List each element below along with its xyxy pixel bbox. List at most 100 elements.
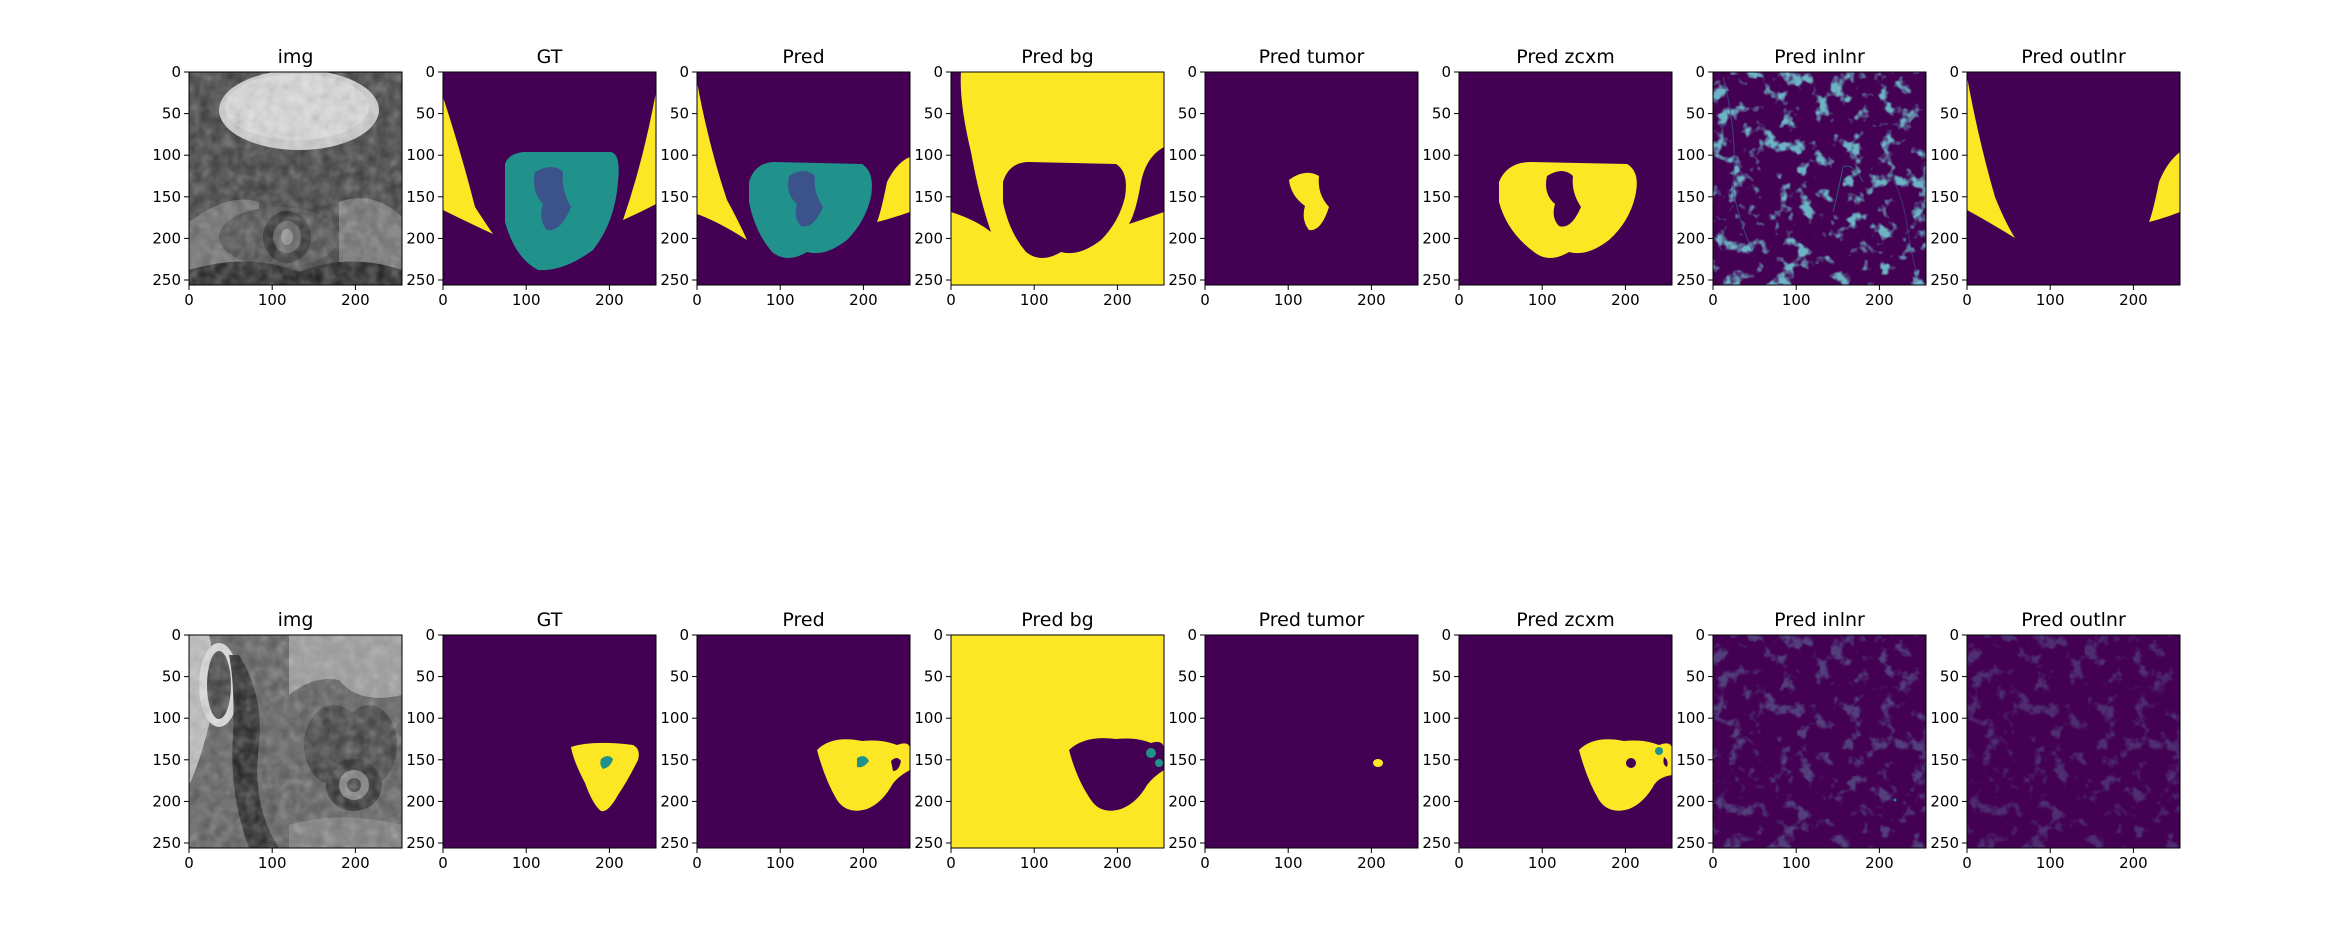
x-tick-label: 100 — [2036, 291, 2065, 309]
y-tick-label: 200 — [914, 229, 943, 247]
y-tick-label: 200 — [406, 229, 435, 247]
axes-frame — [1712, 634, 1927, 849]
x-tick-label: 100 — [1274, 854, 1303, 872]
y-tick-label: 250 — [1168, 271, 1197, 289]
y-tick-label: 50 — [924, 668, 943, 686]
y-tick-label: 250 — [1930, 271, 1959, 289]
panel-gt-row-2: GT 0 100 200 0 50 100 150 200 250 — [406, 609, 657, 872]
y-tick-label: 150 — [1422, 188, 1451, 206]
y-tick-label: 0 — [1949, 626, 1959, 644]
panel-pred-zcxm-row-2: Pred zcxm 0 100 200 0 50 100 150 200 250 — [1422, 609, 1673, 872]
x-tick-label: 100 — [1020, 291, 1049, 309]
x-tick-label: 100 — [1274, 291, 1303, 309]
y-tick-label: 100 — [660, 146, 689, 164]
y-tick-label: 150 — [1930, 188, 1959, 206]
y-tick-label: 50 — [1178, 668, 1197, 686]
panel-title: img — [278, 609, 314, 631]
x-tick-label: 200 — [1357, 291, 1386, 309]
y-tick-label: 200 — [1676, 229, 1705, 247]
y-tick-label: 250 — [660, 271, 689, 289]
y-tick-label: 100 — [1168, 709, 1197, 727]
y-tick-label: 0 — [425, 63, 435, 81]
y-tick-label: 250 — [1422, 271, 1451, 289]
panel-image — [1205, 635, 1418, 848]
y-tick-label: 100 — [1168, 146, 1197, 164]
axes-frame — [1712, 71, 1927, 286]
y-tick-label: 150 — [406, 751, 435, 769]
y-tick-label: 100 — [914, 146, 943, 164]
y-tick-label: 0 — [171, 626, 181, 644]
axes-frame — [1966, 71, 2181, 286]
panel-pred-inlnr-row-1: Pred inlnr 0 100 200 0 50 100 150 200 250 — [1676, 46, 1927, 309]
y-tick-label: 150 — [1676, 751, 1705, 769]
x-tick-label: 0 — [1962, 291, 1972, 309]
panel-pred-tumor-row-2: Pred tumor 0 100 200 0 50 100 150 200 250 — [1168, 609, 1419, 872]
panel-gt-row-1: GT 0 100 200 0 50 100 150 200 250 — [406, 46, 657, 309]
y-tick-label: 50 — [1432, 105, 1451, 123]
y-tick-label: 0 — [1187, 626, 1197, 644]
y-tick-label: 50 — [1686, 105, 1705, 123]
y-tick-label: 200 — [1676, 792, 1705, 810]
y-tick-label: 150 — [1676, 188, 1705, 206]
x-tick-label: 200 — [2119, 854, 2148, 872]
x-tick-label: 0 — [184, 854, 194, 872]
y-tick-label: 50 — [162, 105, 181, 123]
y-tick-label: 0 — [679, 626, 689, 644]
axes-frame — [950, 634, 1165, 849]
axes-frame — [1966, 634, 2181, 849]
x-tick-label: 100 — [1528, 854, 1557, 872]
y-tick-label: 250 — [1676, 271, 1705, 289]
x-tick-label: 200 — [2119, 291, 2148, 309]
x-tick-label: 200 — [1103, 291, 1132, 309]
panel-image — [189, 72, 402, 285]
axes-frame — [696, 71, 911, 286]
panel-image — [1967, 635, 2180, 848]
y-tick-label: 100 — [1422, 146, 1451, 164]
panel-image — [1205, 72, 1418, 285]
x-tick-label: 0 — [184, 291, 194, 309]
x-tick-label: 100 — [512, 854, 541, 872]
panel-title: GT — [537, 609, 563, 631]
panel-title: Pred zcxm — [1516, 46, 1614, 68]
x-tick-label: 200 — [1611, 291, 1640, 309]
panel-image — [443, 72, 656, 285]
y-tick-label: 100 — [1676, 146, 1705, 164]
y-tick-label: 50 — [670, 668, 689, 686]
y-tick-label: 50 — [670, 105, 689, 123]
y-tick-label: 150 — [660, 751, 689, 769]
x-tick-label: 200 — [849, 854, 878, 872]
x-tick-label: 200 — [849, 291, 878, 309]
y-tick-label: 50 — [1940, 105, 1959, 123]
x-tick-label: 0 — [946, 291, 956, 309]
x-tick-label: 200 — [595, 291, 624, 309]
panel-title: Pred bg — [1021, 46, 1093, 68]
y-tick-label: 0 — [1695, 63, 1705, 81]
axes-frame — [442, 634, 657, 849]
y-tick-label: 250 — [152, 834, 181, 852]
y-tick-label: 100 — [152, 709, 181, 727]
x-tick-label: 0 — [438, 854, 448, 872]
y-tick-label: 250 — [660, 834, 689, 852]
x-tick-label: 0 — [692, 291, 702, 309]
x-tick-label: 100 — [766, 291, 795, 309]
y-tick-label: 250 — [914, 834, 943, 852]
x-tick-label: 100 — [258, 291, 287, 309]
y-tick-label: 150 — [1168, 751, 1197, 769]
panel-pred-outlnr-row-1: Pred outlnr 0 100 200 0 50 100 150 200 250 — [1930, 46, 2181, 309]
panel-image — [189, 635, 402, 848]
y-tick-label: 100 — [1422, 709, 1451, 727]
x-tick-label: 200 — [1865, 291, 1894, 309]
y-tick-label: 250 — [406, 271, 435, 289]
y-tick-label: 200 — [406, 792, 435, 810]
y-tick-label: 100 — [1930, 709, 1959, 727]
y-tick-label: 100 — [406, 146, 435, 164]
panel-title: Pred zcxm — [1516, 609, 1614, 631]
y-tick-label: 200 — [1930, 792, 1959, 810]
y-tick-label: 0 — [933, 63, 943, 81]
panel-image — [951, 72, 1164, 285]
y-tick-label: 100 — [1930, 146, 1959, 164]
y-tick-label: 50 — [162, 668, 181, 686]
y-tick-label: 50 — [1432, 668, 1451, 686]
panel-title: Pred tumor — [1259, 609, 1365, 631]
y-tick-label: 150 — [1930, 751, 1959, 769]
